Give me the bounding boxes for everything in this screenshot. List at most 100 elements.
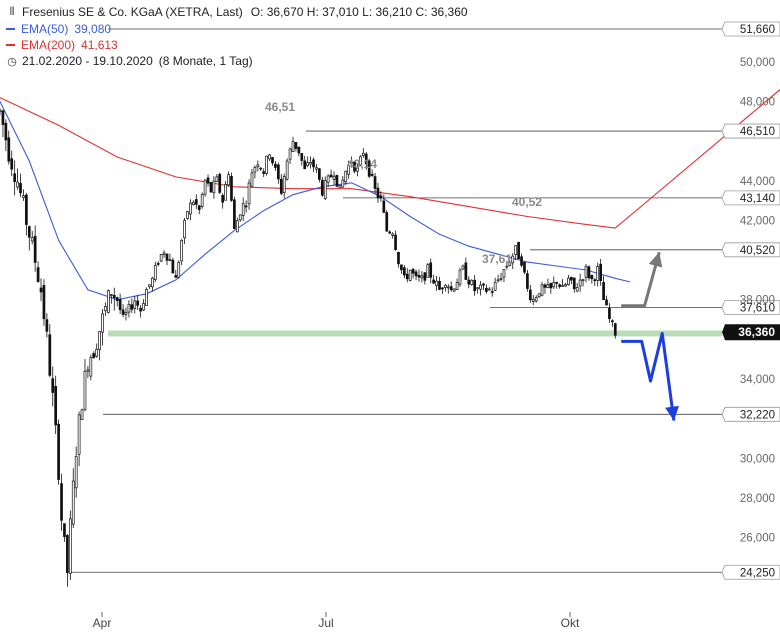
candle-body [444, 284, 447, 288]
candle-body [394, 234, 397, 250]
candle-body [476, 287, 479, 290]
candle-body [297, 146, 301, 154]
level-tag-box [721, 564, 780, 580]
candle-body [22, 195, 25, 198]
candlestick-icon: ⫴ [9, 5, 15, 18]
candle-body [57, 423, 60, 480]
candle-body [121, 309, 125, 315]
candle-body [388, 231, 392, 234]
ema200-value: 41,613 [81, 38, 118, 52]
candle-body [549, 282, 553, 289]
candle-body [318, 168, 321, 180]
candle-body [605, 299, 608, 306]
candle-body [162, 252, 166, 255]
level-tag-box [721, 242, 780, 258]
candle-body [227, 174, 230, 186]
candle-body [485, 287, 488, 292]
candle-body [306, 162, 309, 167]
candle-body [446, 286, 450, 289]
candle-body [464, 262, 468, 280]
candle-body [329, 174, 333, 178]
support-zone-band [108, 330, 722, 337]
candle-body [435, 280, 438, 286]
candle-body [259, 167, 263, 170]
candle-body [109, 294, 113, 296]
level-lines-layer [69, 28, 722, 573]
candle-body [183, 220, 186, 239]
x-tick-label: Apr [93, 616, 112, 630]
candle-body [517, 242, 520, 260]
candle-body [39, 287, 43, 293]
candle-body [66, 535, 69, 574]
y-tick-label: 30,000 [740, 453, 775, 465]
candle-body [426, 264, 430, 278]
candle-body [526, 273, 529, 289]
candle-body [613, 323, 617, 336]
y-tick-label: 50,000 [740, 57, 775, 69]
candle-body [537, 293, 541, 298]
price-annotation: 37,61 [482, 252, 512, 266]
candle-body [83, 370, 87, 410]
candle-body [455, 282, 459, 290]
candle-body [107, 290, 110, 313]
candle-body [274, 163, 277, 168]
level-tag-label: 40,520 [740, 245, 775, 257]
candle-body [353, 161, 356, 172]
candle-body [496, 279, 500, 282]
candle-body [139, 307, 142, 312]
candle-body [441, 287, 444, 290]
ema50-swatch [6, 28, 15, 30]
candle-body [215, 176, 219, 182]
candle-body [48, 334, 52, 376]
candle-body [338, 184, 342, 188]
scenario-down-arrow-head [665, 405, 679, 421]
price-annotation: 40,52 [512, 195, 542, 209]
candle-body [370, 173, 374, 176]
candle-body [575, 287, 579, 292]
candle-body [590, 275, 594, 280]
candle-body [335, 174, 339, 187]
candle-body [51, 378, 55, 393]
candle-body [569, 276, 573, 281]
candle-body [490, 291, 494, 293]
candle-body [312, 159, 315, 168]
candle-body [115, 297, 119, 301]
candle-body [19, 182, 22, 194]
candle-body [391, 233, 394, 236]
candle-body [235, 220, 239, 233]
candle-body [177, 262, 181, 278]
candle-body [238, 214, 242, 221]
candle-body [584, 266, 588, 278]
ema200-layer [0, 89, 780, 229]
candle-body [13, 173, 16, 182]
candle-body [417, 275, 421, 278]
candle-body [567, 277, 570, 285]
instrument-title: Fresenius SE & Co. KGaA (XETRA, Last) [22, 5, 243, 19]
candle-body [244, 205, 248, 208]
candle-body [36, 267, 40, 282]
scenario-up-arrow-head [648, 252, 663, 268]
candle-body [373, 176, 377, 189]
candle-body [212, 180, 216, 194]
candle-body [4, 122, 8, 141]
candle-body [74, 456, 78, 489]
candle-body [142, 303, 145, 311]
candle-body [209, 182, 213, 193]
y-tick-label: 42,000 [740, 215, 775, 227]
candle-body [540, 284, 544, 296]
ema200-swatch [6, 44, 15, 46]
candle-body [68, 518, 72, 574]
candle-body [578, 279, 582, 287]
candle-body [376, 187, 380, 199]
candle-body [555, 281, 559, 284]
level-tag-box [721, 190, 780, 206]
candle-body [224, 184, 227, 201]
candle-body [30, 237, 34, 242]
candle-body [71, 480, 75, 525]
candle-body [326, 175, 330, 183]
candle-body [159, 254, 163, 262]
candle-body [268, 154, 271, 160]
candle-body [359, 156, 362, 166]
candle-body [505, 265, 509, 268]
